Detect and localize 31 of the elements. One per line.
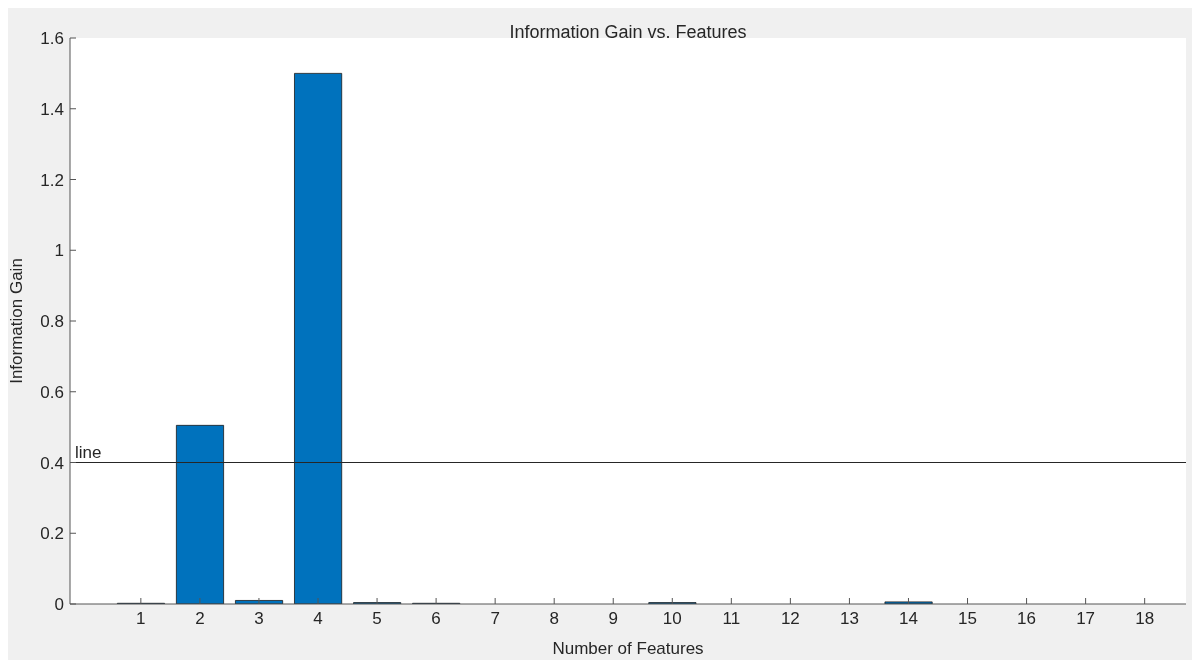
x-tick-label: 4 bbox=[313, 609, 323, 629]
ref-line-label: line bbox=[75, 442, 102, 462]
y-tick-label: 1.4 bbox=[40, 99, 64, 119]
x-tick-label: 3 bbox=[254, 609, 264, 629]
chart-title: Information Gain vs. Features bbox=[508, 22, 748, 42]
y-tick-label: 1 bbox=[54, 241, 64, 261]
x-tick-label: 10 bbox=[662, 609, 682, 629]
x-tick-label: 14 bbox=[899, 609, 918, 629]
x-tick-label: 11 bbox=[722, 609, 741, 629]
x-tick-label: 16 bbox=[1017, 609, 1037, 629]
x-tick-label: 5 bbox=[372, 609, 382, 629]
x-tick-label: 17 bbox=[1076, 609, 1096, 629]
x-tick-label: 12 bbox=[780, 609, 800, 629]
y-tick-label: 1.6 bbox=[40, 29, 64, 49]
y-tick-label: 0 bbox=[54, 595, 64, 615]
x-tick-label: 2 bbox=[195, 609, 205, 629]
x-tick-label: 13 bbox=[839, 609, 859, 629]
x-tick-label: 18 bbox=[1135, 609, 1155, 629]
y-tick-label: 0.6 bbox=[40, 382, 64, 402]
x-tick-label: 1 bbox=[136, 609, 146, 629]
y-tick-label: 1.2 bbox=[40, 170, 64, 190]
x-axis-title: Number of Features bbox=[552, 639, 704, 658]
x-tick-label: 6 bbox=[431, 609, 441, 629]
y-tick-label: 0.4 bbox=[40, 453, 64, 473]
y-tick-label: 0.2 bbox=[40, 524, 64, 544]
x-tick-label: 8 bbox=[549, 609, 559, 629]
x-tick-label: 15 bbox=[958, 609, 977, 629]
x-tick-label: 7 bbox=[490, 609, 500, 629]
y-tick-label: 0.8 bbox=[40, 312, 64, 332]
x-tick-label: 9 bbox=[608, 609, 618, 629]
y-axis-title: Information Gain bbox=[7, 258, 27, 384]
